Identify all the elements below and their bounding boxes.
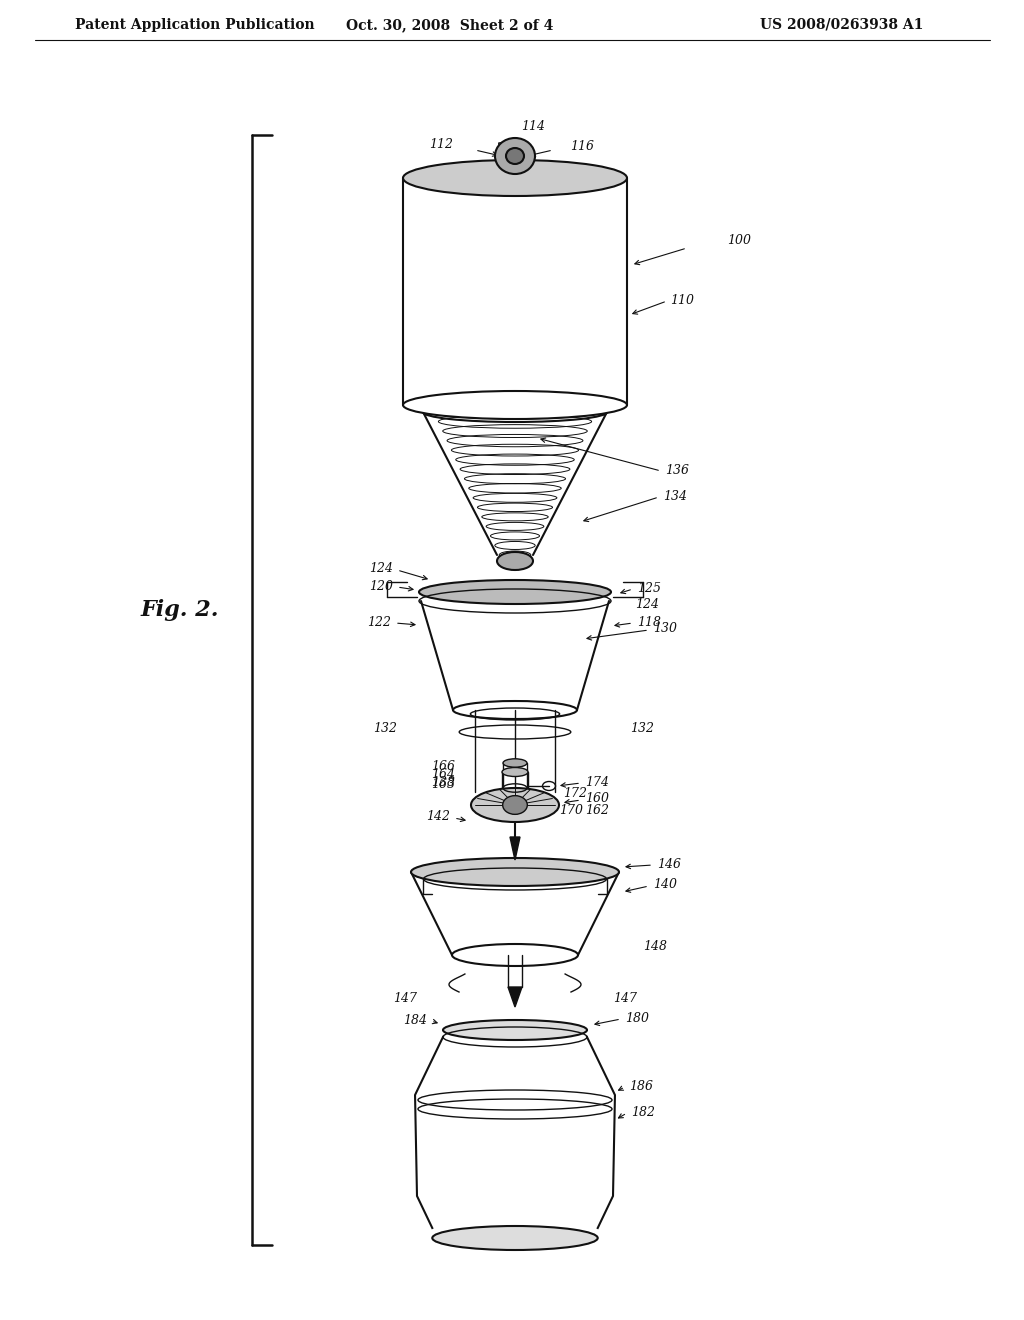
- Ellipse shape: [452, 944, 578, 966]
- Ellipse shape: [497, 552, 534, 570]
- Text: 148: 148: [643, 940, 667, 953]
- Text: 180: 180: [625, 1011, 649, 1024]
- Text: 2/4: 2/4: [497, 141, 523, 154]
- Ellipse shape: [503, 796, 527, 814]
- Text: 114: 114: [521, 120, 545, 132]
- Ellipse shape: [502, 767, 528, 776]
- Text: 186: 186: [629, 1080, 653, 1093]
- Ellipse shape: [503, 759, 527, 767]
- Text: 166: 166: [431, 759, 455, 772]
- Polygon shape: [508, 987, 522, 1007]
- Text: 140: 140: [653, 879, 677, 891]
- Text: 160: 160: [585, 792, 609, 805]
- Polygon shape: [510, 837, 520, 861]
- Text: 110: 110: [670, 293, 694, 306]
- Text: 112: 112: [429, 137, 453, 150]
- Text: 132: 132: [373, 722, 397, 734]
- Text: Oct. 30, 2008  Sheet 2 of 4: Oct. 30, 2008 Sheet 2 of 4: [346, 18, 554, 32]
- Text: 122: 122: [367, 615, 391, 628]
- Ellipse shape: [495, 139, 535, 174]
- Text: 170: 170: [559, 804, 583, 817]
- Text: 147: 147: [393, 991, 417, 1005]
- Ellipse shape: [443, 1020, 587, 1040]
- Text: US 2008/0263938 A1: US 2008/0263938 A1: [760, 18, 924, 32]
- Text: 182: 182: [631, 1106, 655, 1118]
- Text: 124: 124: [369, 561, 393, 574]
- Text: 125: 125: [637, 582, 662, 594]
- Ellipse shape: [453, 701, 577, 719]
- Text: 124: 124: [635, 598, 659, 610]
- Text: Patent Application Publication: Patent Application Publication: [75, 18, 314, 32]
- Text: 162: 162: [585, 804, 609, 817]
- Text: 116: 116: [570, 140, 594, 153]
- Ellipse shape: [432, 1226, 598, 1250]
- Ellipse shape: [471, 788, 559, 822]
- Text: 132: 132: [630, 722, 654, 734]
- Text: 146: 146: [657, 858, 681, 870]
- Text: 184: 184: [403, 1014, 427, 1027]
- Ellipse shape: [423, 403, 607, 422]
- Text: 172: 172: [563, 788, 587, 800]
- Text: 138: 138: [431, 776, 455, 788]
- Text: Fig. 2.: Fig. 2.: [140, 599, 219, 620]
- Text: 147: 147: [613, 991, 637, 1005]
- Text: 130: 130: [653, 623, 677, 635]
- Ellipse shape: [411, 858, 618, 886]
- Text: 164: 164: [431, 768, 455, 781]
- Text: 120: 120: [369, 579, 393, 593]
- Ellipse shape: [403, 391, 627, 418]
- Ellipse shape: [506, 148, 524, 164]
- Text: 174: 174: [585, 776, 609, 788]
- Ellipse shape: [403, 160, 627, 195]
- Ellipse shape: [419, 579, 611, 605]
- Text: 163: 163: [431, 777, 455, 791]
- Text: 136: 136: [665, 463, 689, 477]
- Text: 100: 100: [727, 234, 751, 247]
- Text: 134: 134: [663, 490, 687, 503]
- Text: 142: 142: [426, 810, 450, 824]
- Text: 118: 118: [637, 615, 662, 628]
